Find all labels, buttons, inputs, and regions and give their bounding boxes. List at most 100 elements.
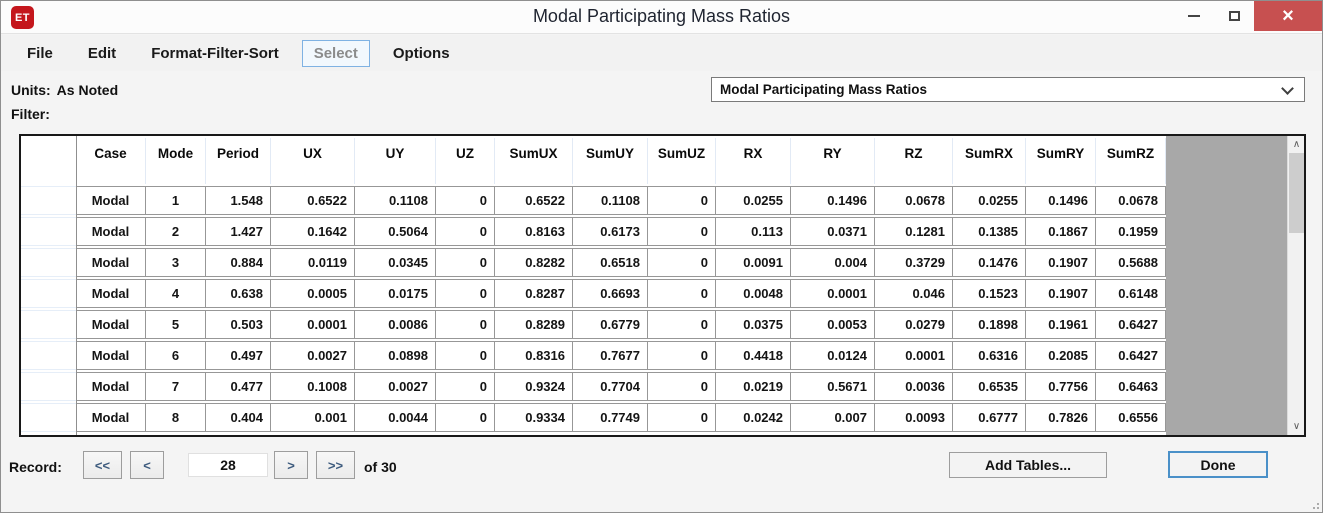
row-selector-cell[interactable] [21, 341, 76, 370]
table-cell[interactable]: 0.9334 [495, 403, 573, 432]
table-cell[interactable]: 0.0086 [355, 310, 436, 339]
table-cell[interactable]: 0.6518 [573, 248, 648, 277]
table-cell[interactable]: 0.8282 [495, 248, 573, 277]
row-selector-cell[interactable] [21, 279, 76, 308]
column-header-period[interactable]: Period [206, 138, 271, 184]
close-button[interactable]: × [1254, 1, 1322, 31]
column-header-ry[interactable]: RY [791, 138, 875, 184]
table-cell[interactable]: 0.0371 [791, 217, 875, 246]
table-cell[interactable]: 0.0255 [716, 186, 791, 215]
minimize-button[interactable] [1174, 1, 1214, 31]
table-cell[interactable]: 5 [146, 310, 206, 339]
row-selector-cell[interactable] [21, 248, 76, 277]
table-cell[interactable]: 0 [436, 186, 495, 215]
table-cell[interactable]: 0.6148 [1096, 279, 1166, 308]
table-cell[interactable]: 0.5688 [1096, 248, 1166, 277]
table-cell[interactable]: 4 [146, 279, 206, 308]
scrollbar-thumb[interactable] [1289, 153, 1304, 233]
table-cell[interactable]: 0 [648, 403, 716, 432]
table-cell[interactable]: 0.0053 [791, 310, 875, 339]
table-cell[interactable]: 0 [436, 403, 495, 432]
table-cell[interactable]: 0 [648, 217, 716, 246]
table-cell[interactable]: 0.884 [206, 248, 271, 277]
menu-item-options[interactable]: Options [392, 44, 450, 62]
column-header-sumuz[interactable]: SumUZ [648, 138, 716, 184]
table-cell[interactable]: 0.5671 [791, 372, 875, 401]
table-cell[interactable]: 0.6556 [1096, 403, 1166, 432]
column-header-mode[interactable]: Mode [146, 138, 206, 184]
table-cell[interactable]: 0.001 [271, 403, 355, 432]
row-selector-cell[interactable] [21, 372, 76, 401]
table-cell[interactable]: 0.6463 [1096, 372, 1166, 401]
table-cell[interactable]: 0 [436, 217, 495, 246]
table-cell[interactable]: Modal [76, 279, 146, 308]
table-cell[interactable]: 0 [436, 310, 495, 339]
menu-item-select[interactable]: Select [301, 39, 370, 67]
table-cell[interactable]: 0.0255 [953, 186, 1026, 215]
table-cell[interactable]: 0.0375 [716, 310, 791, 339]
table-cell[interactable]: 0.8289 [495, 310, 573, 339]
table-cell[interactable]: 1 [146, 186, 206, 215]
column-header-case[interactable]: Case [76, 138, 146, 184]
table-cell[interactable]: 0.113 [716, 217, 791, 246]
table-cell[interactable]: 0.0242 [716, 403, 791, 432]
table-cell[interactable]: 0.503 [206, 310, 271, 339]
table-cell[interactable]: 0.0175 [355, 279, 436, 308]
table-cell[interactable]: 0.1496 [791, 186, 875, 215]
table-cell[interactable]: 0.0678 [1096, 186, 1166, 215]
table-cell[interactable]: 0.1476 [953, 248, 1026, 277]
table-cell[interactable]: 0.0001 [271, 310, 355, 339]
table-cell[interactable]: Modal [76, 372, 146, 401]
table-cell[interactable]: 0.0219 [716, 372, 791, 401]
table-cell[interactable]: 0.1008 [271, 372, 355, 401]
table-cell[interactable]: 0.6427 [1096, 310, 1166, 339]
table-cell[interactable]: 0.6693 [573, 279, 648, 308]
column-header-sumux[interactable]: SumUX [495, 138, 573, 184]
table-cell[interactable]: 0.3729 [875, 248, 953, 277]
table-cell[interactable]: 0 [648, 248, 716, 277]
table-cell[interactable]: 0.497 [206, 341, 271, 370]
column-header-sumrz[interactable]: SumRZ [1096, 138, 1166, 184]
table-cell[interactable]: Modal [76, 403, 146, 432]
table-cell[interactable]: 0.7749 [573, 403, 648, 432]
table-cell[interactable]: 0.0091 [716, 248, 791, 277]
table-cell[interactable]: 6 [146, 341, 206, 370]
table-cell[interactable]: 0 [648, 310, 716, 339]
table-cell[interactable]: Modal [76, 186, 146, 215]
table-cell[interactable]: 0.0027 [271, 341, 355, 370]
table-cell[interactable]: 0.0119 [271, 248, 355, 277]
table-cell[interactable]: 0.7756 [1026, 372, 1096, 401]
column-header-uz[interactable]: UZ [436, 138, 495, 184]
table-cell[interactable]: 0.0093 [875, 403, 953, 432]
table-cell[interactable]: 0.0001 [875, 341, 953, 370]
column-header-rz[interactable]: RZ [875, 138, 953, 184]
table-cell[interactable]: 0.1959 [1096, 217, 1166, 246]
table-cell[interactable]: 0.6522 [495, 186, 573, 215]
table-cell[interactable]: 0.1281 [875, 217, 953, 246]
table-cell[interactable]: 8 [146, 403, 206, 432]
table-cell[interactable]: 0.6535 [953, 372, 1026, 401]
table-cell[interactable]: 0.0044 [355, 403, 436, 432]
table-cell[interactable]: 0.5064 [355, 217, 436, 246]
column-header-rx[interactable]: RX [716, 138, 791, 184]
table-cell[interactable]: 1.427 [206, 217, 271, 246]
table-cell[interactable]: 0.477 [206, 372, 271, 401]
record-number-input[interactable] [188, 453, 268, 477]
resize-grip[interactable] [1309, 499, 1319, 509]
table-cell[interactable]: 0.0027 [355, 372, 436, 401]
table-cell[interactable]: 0.1898 [953, 310, 1026, 339]
column-header-sumuy[interactable]: SumUY [573, 138, 648, 184]
table-cell[interactable]: 0.0678 [875, 186, 953, 215]
table-cell[interactable]: 0.0001 [791, 279, 875, 308]
table-cell[interactable]: 0.7826 [1026, 403, 1096, 432]
table-cell[interactable]: 0.7704 [573, 372, 648, 401]
column-header-sumry[interactable]: SumRY [1026, 138, 1096, 184]
table-cell[interactable]: 0.1523 [953, 279, 1026, 308]
table-cell[interactable]: 0.6779 [573, 310, 648, 339]
table-cell[interactable]: 0 [436, 372, 495, 401]
menu-item-file[interactable]: File [27, 44, 53, 62]
menu-item-edit[interactable]: Edit [87, 44, 117, 62]
record-last-button[interactable]: >> [316, 451, 355, 479]
maximize-button[interactable] [1214, 1, 1254, 31]
table-cell[interactable]: 0.1907 [1026, 279, 1096, 308]
